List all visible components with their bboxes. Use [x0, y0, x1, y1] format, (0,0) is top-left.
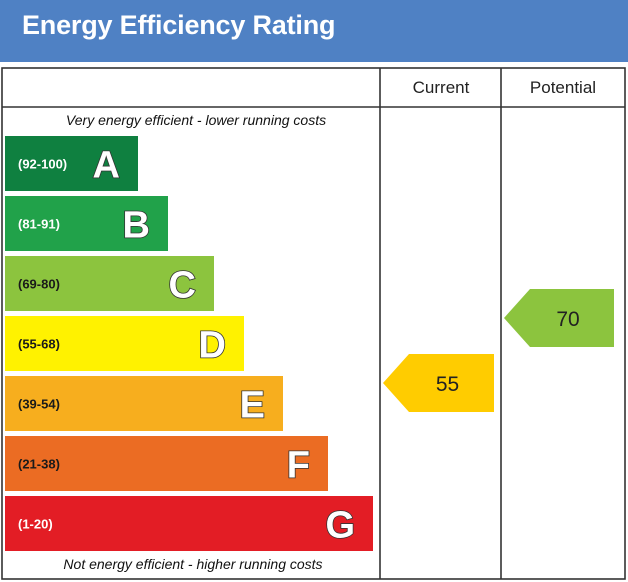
band-g-range: (1-20): [18, 517, 53, 532]
band-d-bar: [5, 316, 244, 371]
band-b-bar: [5, 196, 168, 251]
band-f-bar: [5, 436, 328, 491]
band-g-bar: [5, 496, 373, 551]
potential-rating-arrow: [504, 289, 614, 347]
band-c-bar: [5, 256, 214, 311]
chart-title: Energy Efficiency Rating: [22, 10, 336, 40]
band-e-letter: E: [240, 385, 265, 427]
band-a-letter: A: [93, 145, 120, 187]
band-b-range: (81-91): [18, 217, 60, 232]
band-f-letter: F: [287, 445, 310, 487]
band-c-letter: C: [169, 265, 196, 307]
current-rating-arrow: [383, 354, 494, 412]
rating-arrows: 55 70: [383, 289, 614, 412]
potential-rating-value: 70: [556, 308, 579, 331]
band-a-range: (92-100): [18, 157, 67, 172]
current-rating-value: 55: [436, 373, 459, 396]
band-e-bar: [5, 376, 283, 431]
table-frame: [1, 67, 626, 580]
current-column-header: Current: [413, 78, 470, 97]
band-c-range: (69-80): [18, 277, 60, 292]
band-a-bar: [5, 136, 138, 191]
band-b-letter: B: [123, 205, 150, 247]
band-d-letter: D: [199, 325, 226, 367]
potential-column-header: Potential: [530, 78, 596, 97]
top-note: Very energy efficient - lower running co…: [66, 112, 326, 128]
title-bar: Energy Efficiency Rating: [0, 0, 628, 62]
band-d-range: (55-68): [18, 337, 60, 352]
band-f-range: (21-38): [18, 457, 60, 472]
table-border: [1, 67, 626, 580]
bottom-note: Not energy efficient - higher running co…: [63, 556, 322, 572]
band-e-range: (39-54): [18, 397, 60, 412]
band-g-letter: G: [325, 505, 355, 547]
rating-bands: (92-100) A (81-91) B (69-80) C (55-68) D (39-54)…: [5, 136, 373, 551]
